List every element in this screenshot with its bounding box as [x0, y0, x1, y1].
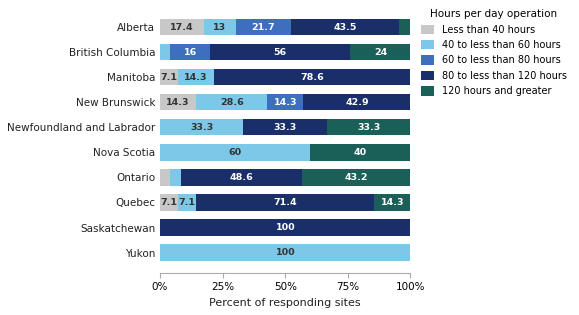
Bar — [160, 194, 178, 211]
Bar — [160, 144, 310, 161]
Bar — [400, 19, 411, 35]
Text: 28.6: 28.6 — [220, 98, 244, 107]
Text: 56: 56 — [274, 48, 287, 57]
Bar — [310, 144, 411, 161]
Bar — [170, 44, 210, 60]
Text: 7.1: 7.1 — [160, 198, 177, 207]
Text: 33.3: 33.3 — [273, 123, 297, 132]
X-axis label: Percent of responding sites: Percent of responding sites — [210, 298, 361, 308]
Text: 40: 40 — [354, 148, 367, 157]
Text: 14.3: 14.3 — [274, 98, 297, 107]
Bar — [160, 94, 196, 111]
Bar — [214, 69, 411, 85]
Bar — [178, 69, 214, 85]
Bar — [236, 19, 291, 35]
Bar — [178, 194, 196, 211]
Text: 71.4: 71.4 — [273, 198, 297, 207]
Bar — [196, 194, 375, 211]
Bar — [160, 44, 170, 60]
Text: 7.1: 7.1 — [160, 73, 177, 82]
Text: 16: 16 — [184, 48, 197, 57]
Legend: Less than 40 hours, 40 to less than 60 hours, 60 to less than 80 hours, 80 to le: Less than 40 hours, 40 to less than 60 h… — [418, 7, 570, 99]
Bar — [327, 119, 411, 135]
Bar — [160, 19, 204, 35]
Text: 78.6: 78.6 — [300, 73, 324, 82]
Text: 33.3: 33.3 — [190, 123, 214, 132]
Text: 7.1: 7.1 — [178, 198, 195, 207]
Text: 21.7: 21.7 — [251, 23, 275, 32]
Text: 14.3: 14.3 — [184, 73, 207, 82]
Bar — [350, 44, 411, 60]
Bar — [375, 194, 411, 211]
Text: 100: 100 — [276, 223, 295, 232]
Bar — [160, 169, 170, 186]
Bar — [267, 94, 303, 111]
Bar — [302, 169, 411, 186]
Text: 100: 100 — [276, 248, 295, 257]
Text: 14.3: 14.3 — [380, 198, 404, 207]
Bar — [291, 19, 400, 35]
Bar — [160, 219, 411, 236]
Bar — [303, 94, 411, 111]
Bar — [160, 69, 178, 85]
Text: 43.2: 43.2 — [345, 173, 368, 182]
Bar — [243, 119, 327, 135]
Bar — [204, 19, 236, 35]
Bar — [181, 169, 302, 186]
Bar — [170, 169, 181, 186]
Bar — [160, 244, 411, 261]
Text: 24: 24 — [374, 48, 387, 57]
Bar — [160, 119, 243, 135]
Text: 48.6: 48.6 — [229, 173, 254, 182]
Text: 17.4: 17.4 — [170, 23, 193, 32]
Text: 14.3: 14.3 — [166, 98, 190, 107]
Text: 60: 60 — [229, 148, 242, 157]
Bar — [210, 44, 350, 60]
Text: 42.9: 42.9 — [345, 98, 369, 107]
Bar — [196, 94, 267, 111]
Text: 13: 13 — [213, 23, 226, 32]
Text: 33.3: 33.3 — [357, 123, 380, 132]
Text: 43.5: 43.5 — [334, 23, 357, 32]
